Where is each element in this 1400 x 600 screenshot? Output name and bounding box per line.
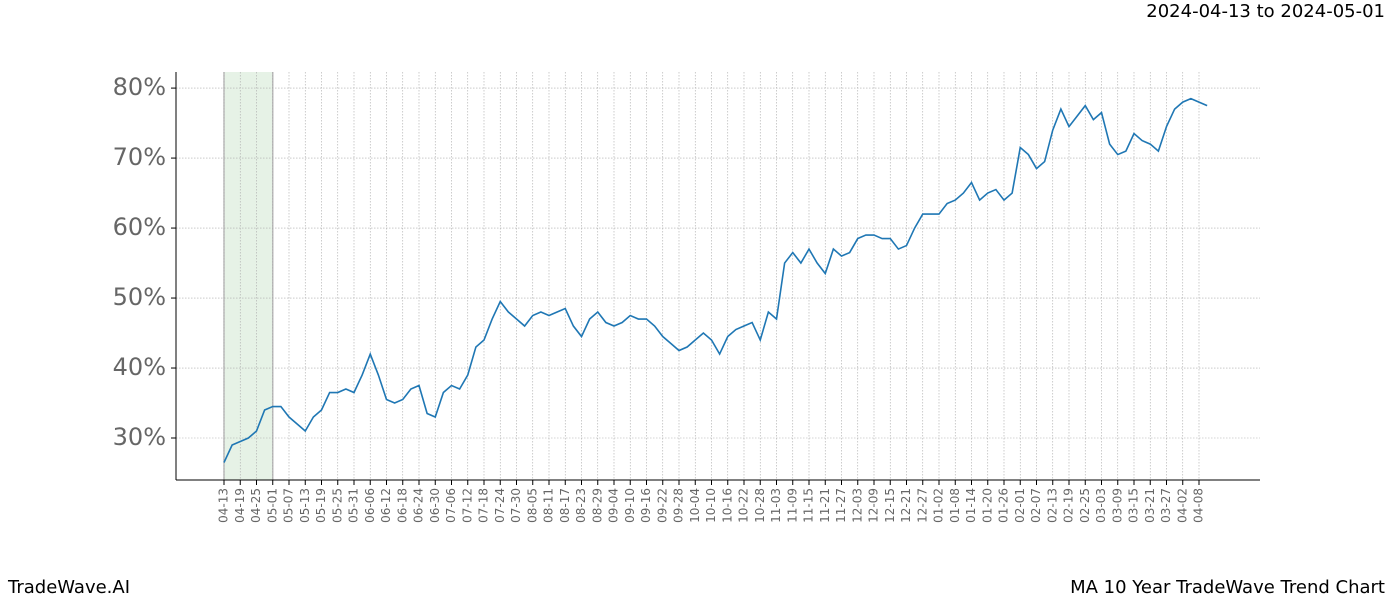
x-tick-label: 10-28: [753, 488, 767, 523]
x-tick-label: 12-03: [850, 488, 864, 523]
x-tick-label: 10-10: [704, 488, 718, 523]
x-tick-label: 04-02: [1175, 488, 1189, 523]
x-tick-label: 11-09: [785, 488, 799, 523]
x-tick-label: 07-30: [509, 488, 523, 523]
x-tick-label: 06-30: [428, 488, 442, 523]
x-tick-label: 08-05: [525, 488, 539, 523]
x-tick-label: 04-13: [217, 488, 231, 523]
x-tick-label: 09-28: [672, 488, 686, 523]
x-tick-label: 02-07: [1029, 488, 1043, 523]
x-tick-label: 05-13: [298, 488, 312, 523]
x-tick-label: 03-15: [1127, 488, 1141, 523]
x-tick-label: 10-16: [720, 488, 734, 523]
x-tick-label: 07-12: [460, 488, 474, 523]
x-tick-label: 08-23: [574, 488, 588, 523]
x-tick-label: 01-26: [997, 488, 1011, 523]
x-tick-label: 11-27: [834, 488, 848, 523]
x-tick-label: 08-29: [590, 488, 604, 523]
x-tick-label: 09-16: [639, 488, 653, 523]
x-tick-label: 04-19: [233, 488, 247, 523]
x-tick-label: 09-10: [623, 488, 637, 523]
x-tick-label: 03-03: [1094, 488, 1108, 523]
x-tick-label: 06-18: [395, 488, 409, 523]
x-tick-label: 05-07: [282, 488, 296, 523]
x-tick-label: 07-24: [493, 488, 507, 523]
x-tick-label: 08-11: [542, 488, 556, 523]
y-tick-label: 60%: [113, 213, 166, 241]
y-tick-label: 40%: [113, 353, 166, 381]
x-tick-label: 05-25: [330, 488, 344, 523]
x-tick-label: 02-01: [1013, 488, 1027, 523]
x-tick-label: 10-04: [688, 488, 702, 523]
highlight-span: [224, 72, 273, 480]
x-tick-label: 11-03: [769, 488, 783, 523]
y-tick-label: 70%: [113, 143, 166, 171]
x-tick-label: 04-08: [1192, 488, 1206, 523]
x-tick-label: 03-09: [1110, 488, 1124, 523]
x-tick-label: 05-19: [314, 488, 328, 523]
x-tick-label: 05-01: [265, 488, 279, 523]
x-tick-label: 09-22: [655, 488, 669, 523]
x-tick-label: 06-12: [379, 488, 393, 523]
x-tick-label: 01-14: [964, 488, 978, 523]
x-tick-label: 01-20: [980, 488, 994, 523]
x-tick-label: 05-31: [347, 488, 361, 523]
x-tick-label: 10-22: [737, 488, 751, 523]
x-tick-label: 12-09: [867, 488, 881, 523]
trend-line: [223, 97, 1208, 463]
x-tick-label: 01-08: [948, 488, 962, 523]
y-tick-label: 30%: [113, 423, 166, 451]
x-tick-label: 04-25: [249, 488, 263, 523]
x-tick-label: 03-21: [1143, 488, 1157, 523]
x-tick-label: 07-06: [444, 488, 458, 523]
x-tick-label: 07-18: [477, 488, 491, 523]
x-tick-label: 11-15: [802, 488, 816, 523]
x-tick-label: 03-27: [1159, 488, 1173, 523]
subtitle: 2024-04-13 to 2024-05-01: [1146, 1, 1385, 22]
x-tick-label: 09-04: [607, 488, 621, 523]
x-tick-label: 02-13: [1045, 488, 1059, 523]
x-tick-label: 02-19: [1062, 488, 1076, 523]
x-tick-label: 06-06: [363, 488, 377, 523]
y-tick-label: 80%: [113, 73, 166, 101]
brand: TradeWave.AI: [7, 577, 130, 598]
x-tick-label: 12-27: [915, 488, 929, 523]
x-tick-label: 12-21: [899, 488, 913, 523]
chart-name: MA 10 Year TradeWave Trend Chart: [1070, 577, 1385, 598]
x-tick-label: 08-17: [558, 488, 572, 523]
x-tick-label: 12-15: [883, 488, 897, 523]
x-tick-label: 02-25: [1078, 488, 1092, 523]
x-tick-label: 11-21: [818, 488, 832, 523]
y-tick-label: 50%: [113, 283, 166, 311]
x-tick-label: 01-02: [932, 488, 946, 523]
x-tick-label: 06-24: [412, 488, 426, 523]
